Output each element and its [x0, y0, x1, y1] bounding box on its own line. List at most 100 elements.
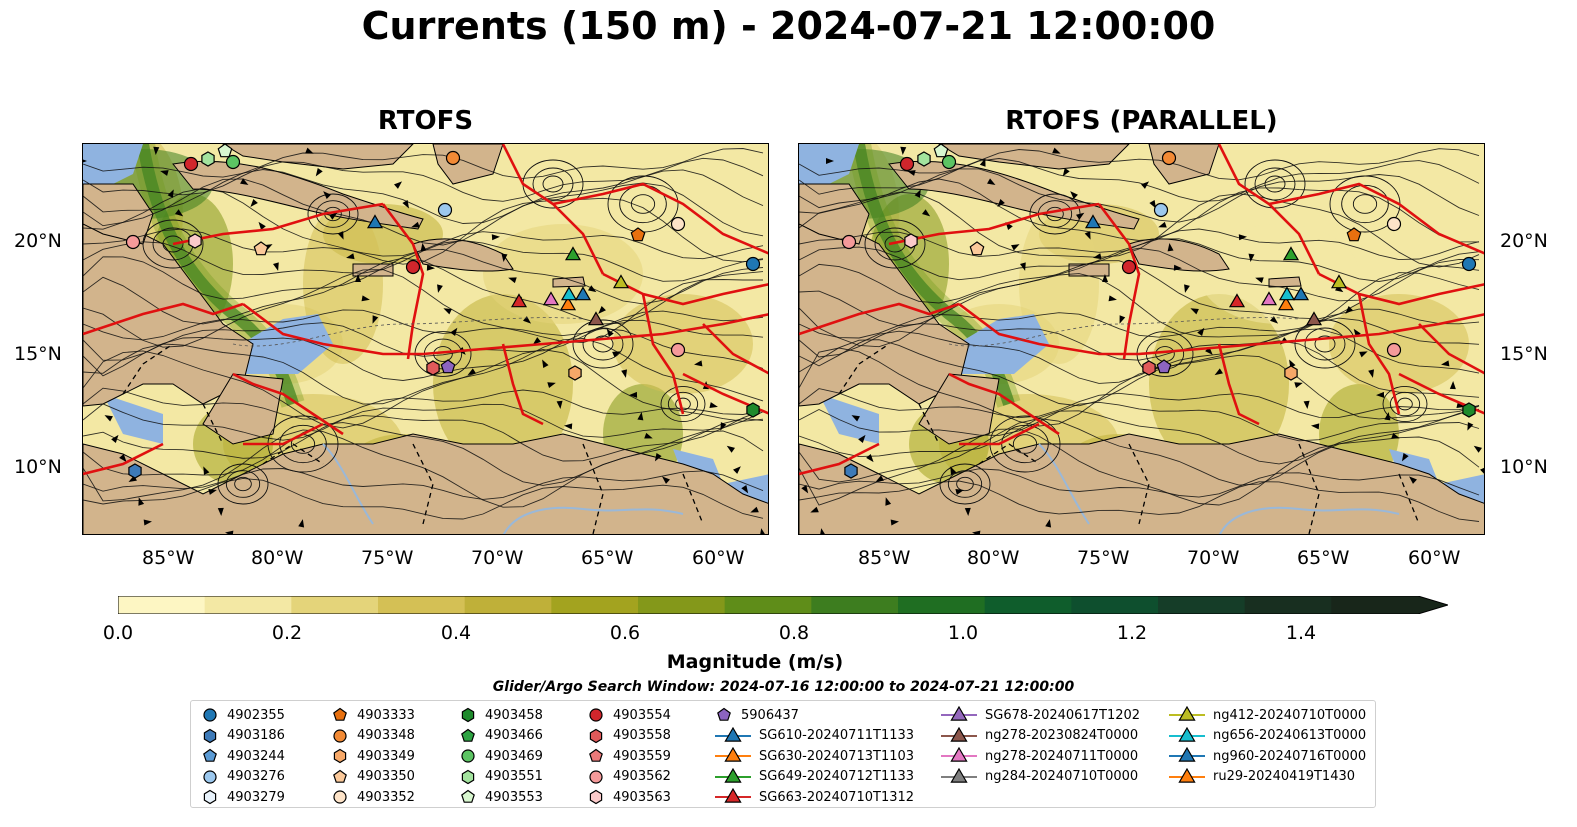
legend-swatch	[589, 728, 603, 743]
lon-label-75w-right: 75°W	[1077, 547, 1130, 569]
legend-swatch	[950, 747, 968, 762]
lon-label-60w-right: 60°W	[1408, 547, 1461, 569]
legend-label: 4903559	[613, 748, 671, 764]
legend-item: 4903458	[457, 705, 543, 725]
flow-arrow	[612, 351, 621, 358]
platform-marker	[437, 202, 453, 218]
eez-boundary	[958, 302, 1484, 356]
flow-arrow	[629, 391, 638, 398]
legend-item: 4903279	[199, 787, 285, 807]
legend-label: SG630-20240713T1103	[759, 748, 915, 764]
eez-boundary	[83, 302, 244, 336]
flow-arrow	[890, 519, 899, 526]
platform-marker	[1277, 296, 1295, 311]
country-border	[582, 443, 604, 534]
legend-label: 4903558	[613, 728, 671, 743]
flow-arrow	[750, 506, 759, 513]
flow-arrow	[467, 368, 476, 376]
flow-arrow	[637, 412, 644, 421]
eddy-streamline	[142, 219, 204, 269]
legend-label: 4903279	[227, 789, 285, 805]
legend-label: 4903553	[485, 789, 543, 805]
legend-item: 4903562	[585, 767, 671, 787]
flow-arrow	[1473, 445, 1482, 453]
flow-arrow	[258, 221, 266, 230]
country-border	[1128, 443, 1150, 525]
eddy-streamline	[630, 194, 656, 214]
eddy-streamline	[592, 335, 614, 353]
eddy-streamline	[1382, 385, 1428, 423]
hexagon-marker-icon	[333, 748, 347, 764]
map-panel-rtofs[interactable]	[82, 143, 769, 535]
flow-arrow	[851, 415, 860, 422]
streamline	[83, 169, 764, 224]
eez-boundary	[959, 422, 1040, 446]
flow-arrow	[501, 253, 508, 262]
eddy-streamline	[947, 470, 983, 498]
platform-marker	[969, 241, 985, 256]
streamline	[799, 178, 1480, 243]
legend-swatch	[203, 769, 217, 784]
streamline	[799, 238, 1480, 282]
flow-arrow	[801, 485, 809, 494]
flow-arrow	[1045, 519, 1052, 528]
flow-arrow	[346, 253, 355, 260]
platform-marker	[1156, 359, 1172, 374]
legend-label: 4903276	[227, 769, 285, 784]
land-mass	[552, 276, 586, 288]
eddy-streamline	[939, 463, 991, 505]
flow-arrow	[1197, 327, 1205, 336]
flow-arrow	[709, 402, 718, 409]
platform-marker	[125, 234, 141, 250]
flow-arrow	[491, 234, 500, 241]
legend-item: 4903186	[199, 726, 285, 746]
platform-marker	[746, 402, 760, 418]
legend-item: 4903350	[329, 767, 415, 787]
flow-arrow	[907, 170, 916, 176]
streamline	[799, 428, 1480, 506]
colorbar-tick: 0.2	[271, 622, 303, 644]
platform-marker	[904, 233, 918, 249]
legend-item: ng412-20240710T0000	[1167, 705, 1366, 725]
platform-marker	[510, 293, 528, 308]
legend-item: SG610-20240711T1133	[713, 726, 914, 746]
flow-arrow	[273, 262, 279, 271]
platform-marker	[225, 154, 241, 170]
depth-contour	[232, 317, 584, 347]
platform-marker	[670, 216, 686, 232]
streamline	[83, 468, 764, 500]
eddy-streamline	[1314, 335, 1336, 353]
eddy-streamline	[307, 193, 359, 235]
colorbar-tick: 0.6	[609, 622, 641, 644]
flow-arrow	[450, 327, 458, 336]
river	[502, 506, 684, 534]
flow-arrow	[1052, 147, 1061, 154]
streamline	[83, 403, 764, 441]
colorbar-label: Magnitude (m/s)	[666, 651, 844, 673]
platform-marker	[188, 233, 202, 249]
legend-item: SG649-20240712T1133	[713, 767, 914, 787]
flow-arrow	[250, 199, 258, 208]
eddy-streamline	[1294, 319, 1356, 369]
flow-arrow	[900, 146, 907, 155]
legend-label: 4903551	[485, 769, 543, 784]
legend-item: 4903466	[457, 726, 543, 746]
platform-marker	[128, 463, 142, 479]
platform-marker	[405, 259, 421, 275]
flow-arrow	[1368, 369, 1375, 378]
platform-marker	[612, 274, 630, 289]
platform-marker	[1142, 360, 1156, 376]
legend-label: 4903466	[485, 728, 543, 743]
flow-arrow	[922, 209, 931, 217]
flow-arrow	[1391, 432, 1400, 439]
flow-arrow	[523, 316, 532, 324]
streamline	[799, 339, 1480, 407]
flow-arrow	[654, 453, 662, 462]
platform-marker	[542, 291, 560, 306]
platform-marker	[917, 151, 931, 167]
eddy-streamline	[1304, 327, 1346, 361]
eddy-streamline	[217, 463, 269, 505]
legend-item: 4903244	[199, 746, 285, 766]
map-panel-rtofs-parallel[interactable]	[798, 143, 1485, 535]
flow-arrow	[1190, 308, 1199, 315]
